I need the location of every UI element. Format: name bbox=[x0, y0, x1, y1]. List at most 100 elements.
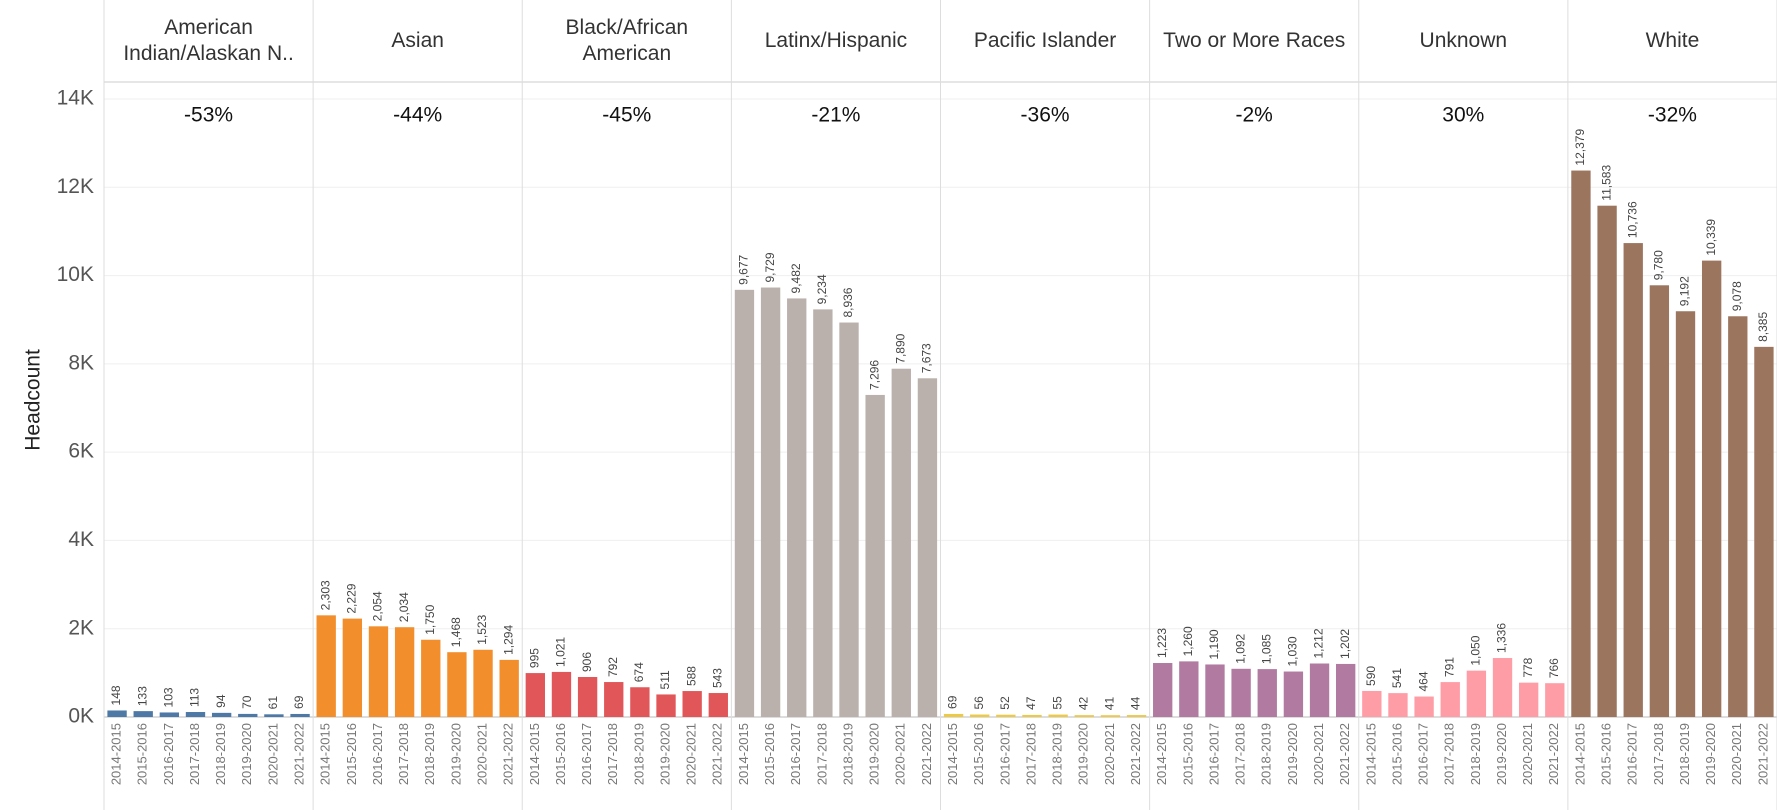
value-label: 541 bbox=[1390, 668, 1404, 688]
value-label: 778 bbox=[1521, 657, 1535, 677]
bar bbox=[943, 713, 964, 717]
x-tick-label: 2017-2018 bbox=[1233, 723, 1248, 785]
bar bbox=[1336, 663, 1356, 717]
value-label: 1,212 bbox=[1312, 628, 1326, 658]
y-tick-label: 12K bbox=[57, 175, 94, 198]
value-label: 590 bbox=[1364, 666, 1378, 686]
bar bbox=[133, 711, 153, 717]
x-tick-label: 2017-2018 bbox=[814, 723, 829, 785]
bar bbox=[1257, 669, 1277, 717]
value-label: 94 bbox=[214, 694, 228, 708]
value-label: 792 bbox=[606, 657, 620, 677]
bar bbox=[813, 309, 833, 717]
x-tick-label: 2016-2017 bbox=[161, 723, 176, 785]
bar bbox=[682, 691, 702, 717]
x-tick-label: 2021-2022 bbox=[1755, 723, 1770, 785]
value-label: 9,780 bbox=[1652, 250, 1666, 280]
value-label: 133 bbox=[135, 686, 149, 706]
value-label: 8,936 bbox=[841, 287, 855, 317]
bar bbox=[447, 652, 467, 717]
value-label: 12,379 bbox=[1573, 129, 1587, 166]
bar bbox=[1309, 663, 1330, 717]
value-label: 464 bbox=[1416, 671, 1430, 691]
bar bbox=[1440, 682, 1460, 717]
value-label: 1,190 bbox=[1207, 629, 1221, 659]
y-tick-label: 4K bbox=[68, 528, 94, 551]
value-label: 2,054 bbox=[371, 591, 385, 621]
x-tick-label: 2014-2015 bbox=[945, 723, 960, 785]
y-axis-label: Headcount bbox=[22, 349, 45, 451]
x-tick-label: 2014-2015 bbox=[1363, 723, 1378, 785]
bar bbox=[290, 713, 310, 717]
bar bbox=[264, 714, 284, 717]
value-label: 9,192 bbox=[1678, 276, 1692, 306]
x-tick-label: 2019-2020 bbox=[1285, 723, 1300, 785]
x-tick-label: 2019-2020 bbox=[657, 723, 672, 785]
value-label: 588 bbox=[684, 666, 698, 686]
value-label: 1,202 bbox=[1338, 629, 1352, 659]
value-label: 103 bbox=[162, 687, 176, 707]
bar bbox=[394, 627, 415, 717]
bar bbox=[1701, 260, 1722, 717]
bar bbox=[499, 659, 519, 717]
x-tick-label: 2014-2015 bbox=[1572, 723, 1587, 785]
bar bbox=[238, 713, 258, 717]
value-label: 511 bbox=[658, 670, 672, 689]
bar bbox=[787, 298, 807, 717]
bar bbox=[1283, 671, 1304, 717]
bar bbox=[917, 378, 938, 717]
value-label: 7,890 bbox=[893, 333, 907, 363]
bar bbox=[368, 626, 389, 717]
x-tick-label: 2015-2016 bbox=[135, 723, 150, 785]
value-label: 2,229 bbox=[345, 583, 359, 613]
bar bbox=[1074, 715, 1094, 717]
panel-header: White bbox=[1645, 29, 1700, 52]
bar bbox=[473, 649, 493, 717]
bar bbox=[1153, 663, 1173, 717]
x-tick-label: 2014-2015 bbox=[736, 723, 751, 785]
value-label: 44 bbox=[1129, 696, 1143, 710]
x-tick-label: 2021-2022 bbox=[1337, 723, 1352, 785]
value-label: 1,030 bbox=[1286, 636, 1300, 666]
bar bbox=[708, 693, 728, 717]
bar bbox=[1362, 690, 1382, 717]
x-tick-label: 2020-2021 bbox=[474, 723, 489, 785]
bar bbox=[342, 618, 363, 717]
bar bbox=[1466, 670, 1487, 717]
x-tick-label: 2017-2018 bbox=[1442, 723, 1457, 785]
bar bbox=[1649, 285, 1670, 717]
value-label: 10,339 bbox=[1704, 219, 1718, 256]
x-tick-label: 2015-2016 bbox=[762, 723, 777, 785]
value-label: 2,303 bbox=[318, 580, 332, 610]
value-label: 2,034 bbox=[397, 592, 411, 622]
panel-header: American Indian/Alaskan N.. bbox=[123, 16, 294, 65]
value-label: 9,078 bbox=[1730, 281, 1744, 311]
bar bbox=[865, 394, 885, 717]
x-tick-label: 2017-2018 bbox=[396, 723, 411, 785]
bar bbox=[159, 712, 180, 717]
bar bbox=[1675, 311, 1696, 717]
panel-header: Black/African American bbox=[565, 16, 689, 65]
x-tick-label: 2020-2021 bbox=[1102, 723, 1117, 785]
x-tick-label: 2021-2022 bbox=[1128, 723, 1143, 785]
value-label: 995 bbox=[527, 648, 541, 668]
change-label: 30% bbox=[1442, 104, 1484, 127]
value-label: 61 bbox=[266, 696, 280, 710]
x-tick-label: 2018-2019 bbox=[422, 723, 437, 785]
value-label: 8,385 bbox=[1756, 312, 1770, 342]
x-tick-label: 2020-2021 bbox=[684, 723, 699, 785]
bar bbox=[421, 639, 441, 717]
x-tick-label: 2018-2019 bbox=[1468, 723, 1483, 785]
y-tick-label: 10K bbox=[57, 263, 94, 286]
value-label: 1,523 bbox=[475, 614, 489, 644]
value-label: 543 bbox=[710, 668, 724, 688]
bar bbox=[1728, 316, 1748, 717]
y-tick-label: 0K bbox=[68, 705, 94, 728]
x-tick-label: 2019-2020 bbox=[1494, 723, 1509, 785]
bar bbox=[1623, 243, 1643, 718]
panel-header: Unknown bbox=[1419, 29, 1508, 52]
bar bbox=[734, 289, 755, 717]
bar bbox=[1414, 696, 1434, 717]
value-label: 1,085 bbox=[1259, 634, 1273, 664]
